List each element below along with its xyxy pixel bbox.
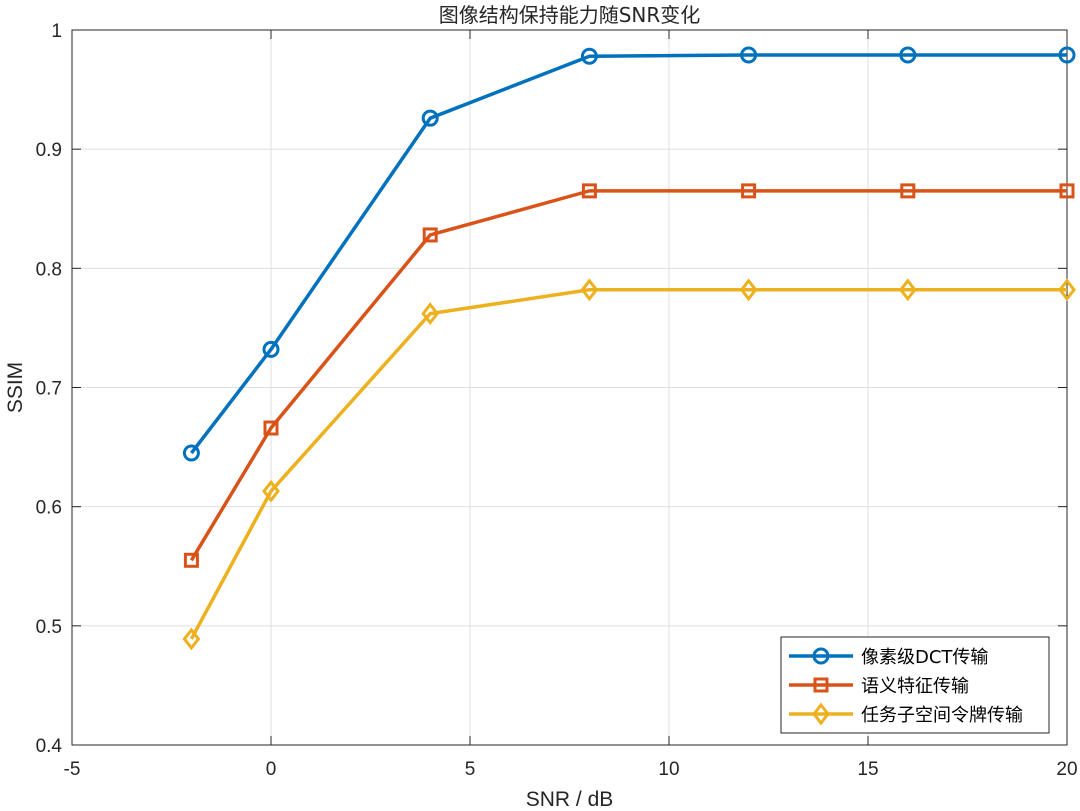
x-tick-label: 15 — [857, 759, 878, 780]
y-tick-label: 1 — [51, 21, 62, 42]
series-2-point — [900, 183, 916, 199]
series-2-point — [422, 227, 438, 243]
y-tick-label: 0.6 — [36, 498, 62, 519]
series-1-point — [182, 444, 200, 462]
legend-label-3: 任务子空间令牌传输 — [861, 705, 1023, 726]
series-1-point — [899, 46, 917, 64]
y-tick-label: 0.5 — [36, 617, 62, 638]
series-1-point — [740, 46, 758, 64]
y-axis-title: SSIM — [4, 362, 27, 413]
x-axis-title: SNR / dB — [526, 788, 614, 811]
chart-title: 图像结构保持能力随SNR变化 — [439, 3, 701, 27]
series-3-point — [739, 278, 758, 302]
series-3-line — [189, 288, 1067, 640]
series-3-point — [898, 278, 917, 302]
legend-label-2: 语义特征传输 — [861, 676, 969, 697]
series-3-point — [421, 302, 440, 326]
series-2-point — [1059, 183, 1075, 199]
y-tick-label: 0.7 — [36, 379, 62, 400]
series-1 — [182, 46, 1076, 462]
y-tick-label: 0.9 — [36, 140, 62, 161]
x-tick-label: 10 — [658, 759, 679, 780]
ticks: -5 0 5 10 15 20 0.4 0.5 0.6 0.7 0.8 0.9 1 — [36, 21, 1078, 780]
series-1-line — [190, 53, 1067, 455]
series-2 — [183, 183, 1075, 568]
series-2-point — [741, 183, 757, 199]
legend-marker-3 — [812, 702, 830, 726]
legend-label-1: 像素级DCT传输 — [861, 647, 988, 668]
series-3-point — [262, 479, 280, 503]
series-3 — [182, 278, 1076, 651]
series-1-point — [421, 109, 439, 127]
x-tick-label: 20 — [1056, 759, 1077, 780]
series-3-point — [182, 627, 201, 651]
y-tick-label: 0.8 — [36, 259, 62, 280]
x-tick-label: -5 — [64, 759, 81, 780]
series-2-point — [263, 420, 279, 436]
series-2-point — [183, 552, 199, 568]
grid — [71, 29, 1068, 746]
x-tick-label: 5 — [465, 759, 476, 780]
legend-marker-2 — [813, 677, 829, 693]
legend-marker-1 — [812, 647, 830, 665]
x-tick-label: 0 — [266, 759, 277, 780]
y-tick-label: 0.4 — [36, 736, 63, 757]
series-3-point — [580, 278, 599, 302]
series-1-point — [1058, 46, 1076, 64]
series-3-point — [1058, 278, 1076, 302]
series-2-point — [581, 183, 597, 199]
series-1-point — [580, 47, 598, 65]
series-layer — [182, 46, 1076, 651]
series-1-point — [262, 340, 280, 358]
series-2-line — [189, 189, 1067, 562]
